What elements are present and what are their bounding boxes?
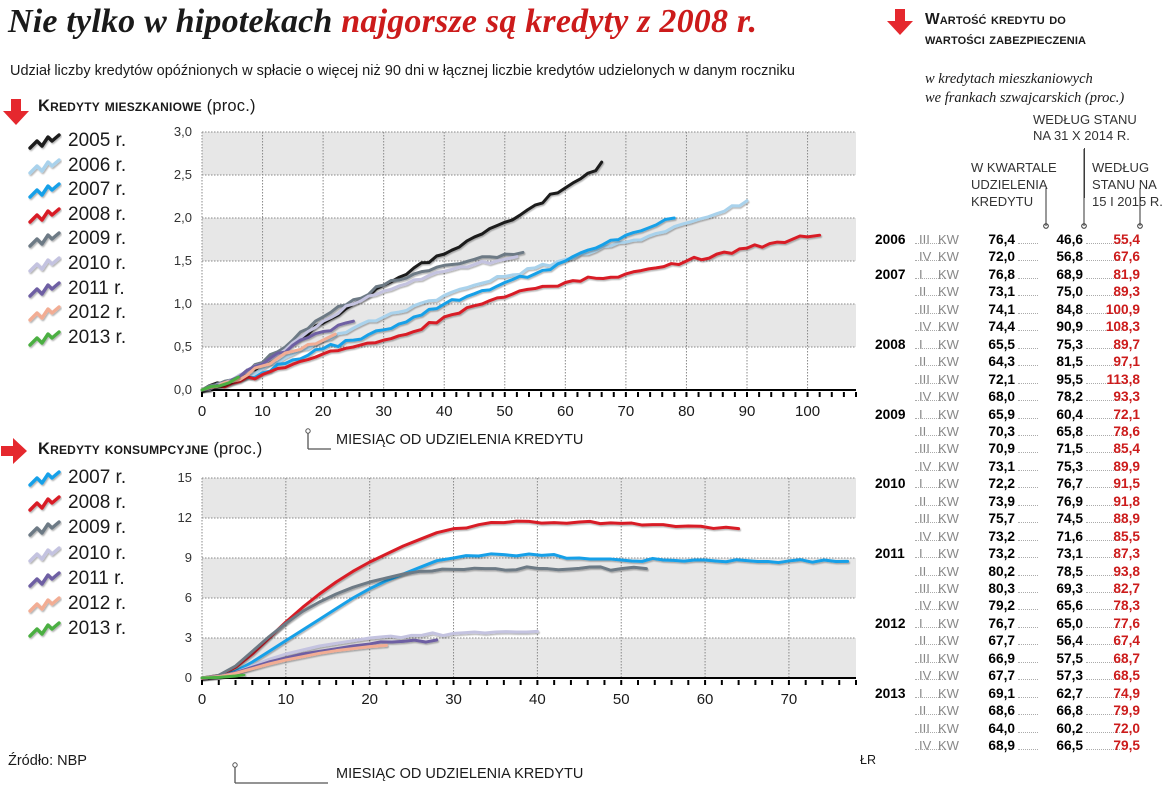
- svg-text:20: 20: [315, 403, 332, 420]
- svg-text:70: 70: [618, 403, 635, 420]
- svg-text:30: 30: [445, 691, 462, 708]
- svg-text:10: 10: [254, 403, 271, 420]
- svg-text:10: 10: [278, 691, 295, 708]
- svg-text:40: 40: [436, 403, 453, 420]
- svg-text:90: 90: [739, 403, 756, 420]
- svg-text:70: 70: [781, 691, 798, 708]
- svg-text:0,0: 0,0: [174, 382, 192, 397]
- svg-text:0: 0: [185, 670, 192, 685]
- svg-text:12: 12: [178, 510, 192, 525]
- svg-text:1,5: 1,5: [174, 253, 192, 268]
- svg-text:30: 30: [375, 403, 392, 420]
- svg-text:6: 6: [185, 590, 192, 605]
- svg-text:2,0: 2,0: [174, 210, 192, 225]
- svg-text:100: 100: [795, 403, 820, 420]
- svg-text:15: 15: [178, 470, 192, 485]
- svg-text:0: 0: [198, 403, 206, 420]
- svg-text:2,5: 2,5: [174, 167, 192, 182]
- svg-text:0,5: 0,5: [174, 339, 192, 354]
- svg-text:40: 40: [529, 691, 546, 708]
- svg-text:50: 50: [613, 691, 630, 708]
- svg-text:3,0: 3,0: [174, 124, 192, 139]
- svg-text:0: 0: [198, 691, 206, 708]
- svg-text:3: 3: [185, 630, 192, 645]
- svg-text:60: 60: [557, 403, 574, 420]
- svg-text:80: 80: [678, 403, 695, 420]
- svg-text:60: 60: [697, 691, 714, 708]
- svg-text:50: 50: [496, 403, 513, 420]
- svg-text:20: 20: [361, 691, 378, 708]
- svg-text:9: 9: [185, 550, 192, 565]
- svg-text:1,0: 1,0: [174, 296, 192, 311]
